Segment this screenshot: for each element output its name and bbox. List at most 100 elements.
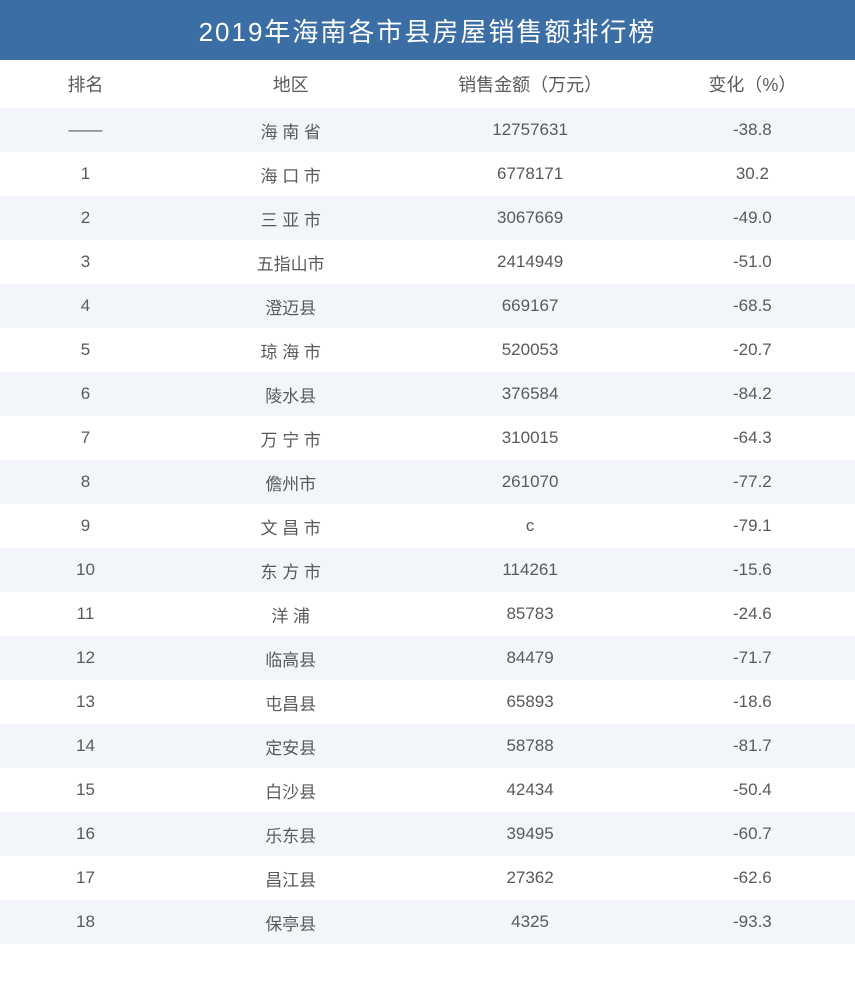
table-row: 12临高县84479-71.7 [0, 636, 855, 680]
cell-region: 海 口 市 [171, 162, 410, 187]
cell-amount: 27362 [410, 868, 649, 888]
table-row: 6陵水县376584-84.2 [0, 372, 855, 416]
cell-region: 澄迈县 [171, 294, 410, 319]
cell-region: 万 宁 市 [171, 426, 410, 451]
cell-change: -51.0 [650, 252, 855, 272]
ranking-table: 排名 地区 销售金额（万元） 变化（%） ——海 南 省12757631-38.… [0, 60, 855, 944]
cell-amount: 42434 [410, 780, 649, 800]
table-row: 18保亭县4325-93.3 [0, 900, 855, 944]
col-header-change: 变化（%） [650, 71, 855, 97]
cell-change: -38.8 [650, 120, 855, 140]
col-header-amount: 销售金额（万元） [410, 71, 649, 97]
cell-region: 东 方 市 [171, 558, 410, 583]
cell-rank: 11 [0, 604, 171, 624]
table-row: ——海 南 省12757631-38.8 [0, 108, 855, 152]
cell-region: 陵水县 [171, 382, 410, 407]
cell-rank: 2 [0, 208, 171, 228]
cell-rank: 15 [0, 780, 171, 800]
cell-rank: 16 [0, 824, 171, 844]
cell-rank: 14 [0, 736, 171, 756]
table-row: 4澄迈县669167-68.5 [0, 284, 855, 328]
cell-amount: 58788 [410, 736, 649, 756]
cell-rank: 7 [0, 428, 171, 448]
cell-rank: 9 [0, 516, 171, 536]
table-row: 14定安县58788-81.7 [0, 724, 855, 768]
table-row: 8儋州市261070-77.2 [0, 460, 855, 504]
table-row: 10东 方 市114261-15.6 [0, 548, 855, 592]
cell-rank: 13 [0, 692, 171, 712]
cell-amount: 4325 [410, 912, 649, 932]
cell-amount: 84479 [410, 648, 649, 668]
table-row: 2三 亚 市3067669-49.0 [0, 196, 855, 240]
cell-region: 琼 海 市 [171, 338, 410, 363]
cell-change: -77.2 [650, 472, 855, 492]
table-row: 5琼 海 市520053-20.7 [0, 328, 855, 372]
cell-region: 临高县 [171, 646, 410, 671]
table-row: 15白沙县42434-50.4 [0, 768, 855, 812]
cell-change: -50.4 [650, 780, 855, 800]
cell-amount: 85783 [410, 604, 649, 624]
cell-region: 洋 浦 [171, 602, 410, 627]
col-header-rank: 排名 [0, 71, 171, 97]
cell-amount: 39495 [410, 824, 649, 844]
cell-change: -60.7 [650, 824, 855, 844]
table-row: 16乐东县39495-60.7 [0, 812, 855, 856]
table-row: 7万 宁 市310015-64.3 [0, 416, 855, 460]
cell-region: 海 南 省 [171, 118, 410, 143]
cell-amount: 376584 [410, 384, 649, 404]
cell-change: -68.5 [650, 296, 855, 316]
cell-change: -71.7 [650, 648, 855, 668]
cell-amount: 12757631 [410, 120, 649, 140]
table-row: 17昌江县27362-62.6 [0, 856, 855, 900]
cell-amount: 2414949 [410, 252, 649, 272]
cell-rank: —— [0, 120, 171, 140]
cell-rank: 10 [0, 560, 171, 580]
table-row: 1海 口 市677817130.2 [0, 152, 855, 196]
cell-rank: 17 [0, 868, 171, 888]
cell-change: -84.2 [650, 384, 855, 404]
cell-change: -62.6 [650, 868, 855, 888]
cell-rank: 3 [0, 252, 171, 272]
cell-amount: 3067669 [410, 208, 649, 228]
cell-region: 屯昌县 [171, 690, 410, 715]
cell-change: -20.7 [650, 340, 855, 360]
cell-region: 三 亚 市 [171, 206, 410, 231]
cell-rank: 18 [0, 912, 171, 932]
table-row: 3五指山市2414949-51.0 [0, 240, 855, 284]
cell-region: 乐东县 [171, 822, 410, 847]
cell-change: -81.7 [650, 736, 855, 756]
cell-rank: 8 [0, 472, 171, 492]
cell-region: 五指山市 [171, 250, 410, 275]
cell-change: -93.3 [650, 912, 855, 932]
col-header-region: 地区 [171, 71, 410, 97]
cell-change: -79.1 [650, 516, 855, 536]
table-row: 9文 昌 市c-79.1 [0, 504, 855, 548]
cell-change: -24.6 [650, 604, 855, 624]
table-title-bar: 2019年海南各市县房屋销售额排行榜 [0, 0, 855, 60]
cell-amount: 310015 [410, 428, 649, 448]
table-header-row: 排名 地区 销售金额（万元） 变化（%） [0, 60, 855, 108]
cell-rank: 6 [0, 384, 171, 404]
cell-region: 昌江县 [171, 866, 410, 891]
cell-rank: 12 [0, 648, 171, 668]
cell-amount: 669167 [410, 296, 649, 316]
cell-region: 定安县 [171, 734, 410, 759]
table-title: 2019年海南各市县房屋销售额排行榜 [199, 12, 657, 49]
cell-region: 儋州市 [171, 470, 410, 495]
cell-amount: 114261 [410, 560, 649, 580]
cell-region: 白沙县 [171, 778, 410, 803]
cell-amount: 6778171 [410, 164, 649, 184]
cell-amount: c [410, 516, 649, 536]
cell-amount: 261070 [410, 472, 649, 492]
cell-change: 30.2 [650, 164, 855, 184]
cell-amount: 520053 [410, 340, 649, 360]
cell-region: 文 昌 市 [171, 514, 410, 539]
cell-change: -18.6 [650, 692, 855, 712]
cell-change: -15.6 [650, 560, 855, 580]
table-row: 13屯昌县65893-18.6 [0, 680, 855, 724]
cell-rank: 5 [0, 340, 171, 360]
cell-change: -49.0 [650, 208, 855, 228]
cell-region: 保亭县 [171, 910, 410, 935]
cell-change: -64.3 [650, 428, 855, 448]
cell-rank: 4 [0, 296, 171, 316]
